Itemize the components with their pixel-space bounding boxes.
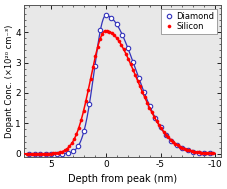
Diamond [88, 103, 90, 105]
Diamond [66, 152, 69, 154]
Y-axis label: Dopant Conc. (×10²⁰ cm⁻³): Dopant Conc. (×10²⁰ cm⁻³) [5, 24, 14, 138]
Diamond [71, 150, 74, 153]
Diamond [120, 33, 123, 36]
Silicon [110, 32, 113, 34]
Silicon [148, 106, 150, 109]
Legend: Diamond, Silicon: Diamond, Silicon [160, 9, 216, 34]
Diamond [180, 147, 183, 149]
Diamond [175, 144, 178, 146]
Silicon [138, 85, 141, 88]
Diamond [126, 46, 128, 49]
Diamond [82, 130, 85, 132]
Diamond [93, 65, 96, 67]
Diamond [158, 126, 161, 128]
Diamond [202, 152, 205, 154]
Diamond [207, 152, 210, 155]
Diamond [49, 153, 52, 155]
Silicon [192, 150, 195, 153]
Diamond [33, 153, 36, 155]
Diamond [99, 29, 101, 31]
Silicon [105, 30, 108, 32]
Silicon [141, 91, 143, 93]
Diamond [115, 23, 118, 26]
Diamond [28, 153, 30, 155]
Diamond [142, 91, 145, 93]
Diamond [153, 116, 156, 119]
Diamond [186, 149, 188, 152]
Line: Diamond: Diamond [27, 13, 211, 156]
Diamond [148, 105, 150, 107]
Silicon [26, 153, 28, 155]
Diamond [55, 153, 58, 155]
Diamond [77, 145, 79, 147]
Diamond [109, 17, 112, 19]
Silicon [155, 120, 157, 122]
Diamond [169, 140, 172, 142]
Diamond [137, 76, 139, 79]
X-axis label: Depth from peak (nm): Depth from peak (nm) [67, 174, 176, 184]
Silicon [211, 152, 213, 155]
Diamond [60, 153, 63, 155]
Line: Silicon: Silicon [25, 29, 214, 155]
Diamond [44, 153, 47, 155]
Diamond [191, 151, 194, 153]
Diamond [104, 14, 107, 17]
Diamond [131, 61, 134, 64]
Diamond [197, 151, 199, 154]
Diamond [39, 153, 41, 155]
Diamond [164, 134, 167, 136]
